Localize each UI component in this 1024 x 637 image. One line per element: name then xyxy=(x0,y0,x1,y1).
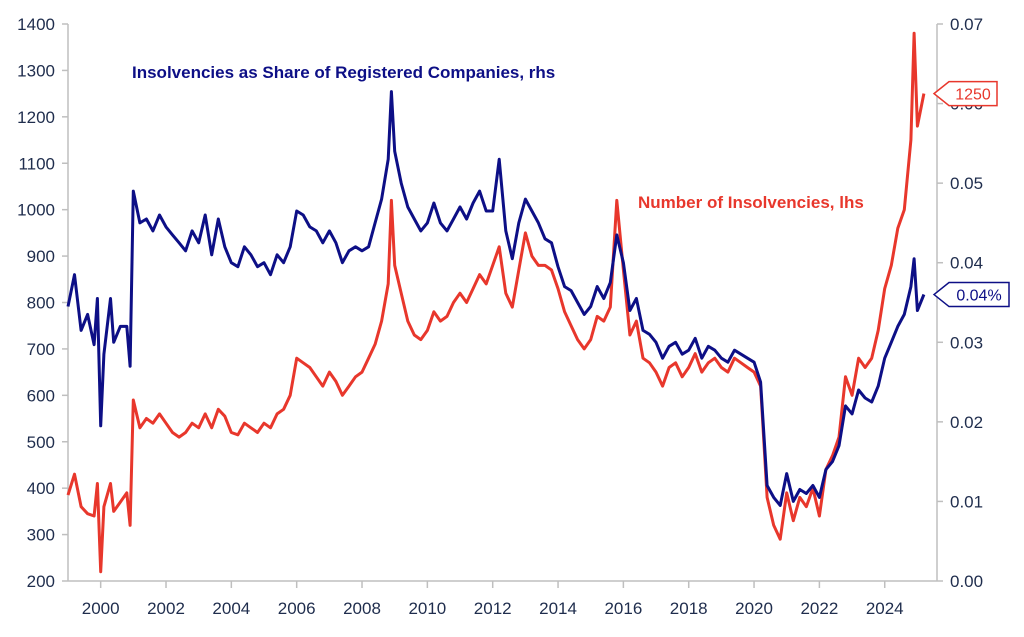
x-axis-ticks: 2000 2002 2004 2006 2008 2010 2012 2014 2016 2018… xyxy=(82,581,904,618)
left-tick-label: 1300 xyxy=(17,61,55,80)
right-tick-label: 0.05 xyxy=(950,174,983,193)
left-tick-label: 400 xyxy=(27,479,55,498)
x-tick-label: 2014 xyxy=(539,599,577,618)
left-axis-ticks: 200 300 400 500 600 700 800 900 1000 1100 1200 1300… xyxy=(17,15,68,591)
x-tick-label: 2010 xyxy=(408,599,446,618)
axes xyxy=(67,24,938,582)
left-tick-label: 200 xyxy=(27,572,55,591)
right-tick-label: 0.00 xyxy=(950,572,983,591)
x-tick-label: 2016 xyxy=(604,599,642,618)
x-tick-label: 2022 xyxy=(800,599,838,618)
x-tick-label: 2000 xyxy=(82,599,120,618)
right-tick-label: 0.04 xyxy=(950,254,983,273)
right-tick-label: 0.02 xyxy=(950,413,983,432)
series-layer xyxy=(66,31,926,574)
left-tick-label: 500 xyxy=(27,433,55,452)
right-tick-label: 0.01 xyxy=(950,492,983,511)
right-tick-label: 0.07 xyxy=(950,15,983,34)
x-tick-label: 2024 xyxy=(866,599,904,618)
series-line-number xyxy=(66,31,926,574)
left-tick-label: 1000 xyxy=(17,201,55,220)
left-tick-label: 800 xyxy=(27,294,55,313)
callout-label-number: 1250 xyxy=(955,87,991,104)
left-tick-label: 1100 xyxy=(18,154,55,173)
left-tick-label: 1400 xyxy=(17,15,55,34)
left-tick-label: 900 xyxy=(27,247,55,266)
callout-box-share xyxy=(932,281,1010,308)
series-label-number: Number of Insolvencies, lhs xyxy=(638,193,864,212)
left-tick-label: 600 xyxy=(27,386,55,405)
left-tick-label: 300 xyxy=(27,526,55,545)
left-tick-label: 1200 xyxy=(17,108,55,127)
x-tick-label: 2004 xyxy=(212,599,250,618)
callout-box-number xyxy=(932,80,998,107)
x-tick-label: 2002 xyxy=(147,599,185,618)
x-tick-label: 2018 xyxy=(670,599,708,618)
x-tick-label: 2012 xyxy=(474,599,512,618)
series-label-share: Insolvencies as Share of Registered Comp… xyxy=(132,63,555,82)
left-tick-label: 700 xyxy=(27,340,55,359)
x-tick-label: 2020 xyxy=(735,599,773,618)
x-tick-label: 2006 xyxy=(278,599,316,618)
series-line-share xyxy=(66,90,926,507)
right-tick-label: 0.03 xyxy=(950,333,983,352)
x-tick-label: 2008 xyxy=(343,599,381,618)
callout-label-share: 0.04% xyxy=(956,288,1001,305)
callouts: 1250 0.04% xyxy=(932,80,1010,308)
